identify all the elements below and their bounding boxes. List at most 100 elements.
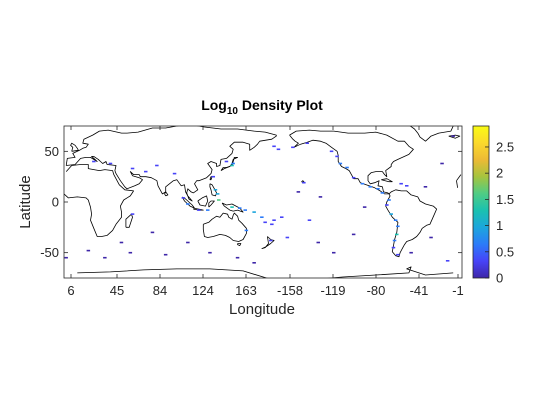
density-cell bbox=[362, 206, 367, 208]
density-cell bbox=[172, 172, 177, 175]
coastline-sulawesi bbox=[208, 200, 215, 208]
density-cell bbox=[224, 160, 229, 163]
density-cell bbox=[269, 239, 273, 242]
x-tick-label: 124 bbox=[192, 283, 214, 298]
coastline-tasmania bbox=[237, 243, 242, 246]
density-cell bbox=[302, 181, 306, 184]
density-cell bbox=[272, 219, 276, 221]
coastline-cuba bbox=[381, 178, 393, 183]
density-cell bbox=[130, 167, 135, 170]
density-cell bbox=[291, 146, 295, 149]
density-cell bbox=[318, 196, 323, 198]
density-cell bbox=[332, 251, 336, 254]
density-cell bbox=[119, 241, 124, 244]
density-cell bbox=[387, 199, 391, 201]
coastline-northamerica bbox=[289, 129, 414, 195]
coastline-srilanka bbox=[164, 191, 169, 197]
density-cell bbox=[252, 262, 256, 264]
x-tick-label: -119 bbox=[320, 283, 345, 298]
coastline-britain bbox=[70, 142, 79, 152]
density-cell bbox=[230, 164, 234, 167]
x-axis-label: Longitude bbox=[229, 301, 295, 318]
density-cell bbox=[368, 186, 372, 188]
x-tick-label: -158 bbox=[277, 283, 303, 298]
colorbar bbox=[472, 125, 490, 279]
density-cell bbox=[186, 241, 190, 244]
density-cell bbox=[423, 186, 428, 188]
x-tick-label: 45 bbox=[110, 283, 124, 298]
colorbar-tick-label: 0 bbox=[496, 271, 503, 286]
coastline-japan bbox=[220, 157, 238, 171]
density-cell bbox=[92, 160, 96, 163]
x-tick-label: -41 bbox=[410, 283, 429, 298]
density-cell bbox=[211, 175, 215, 178]
density-cell bbox=[270, 223, 274, 226]
density-cell bbox=[276, 148, 281, 151]
density-cell bbox=[305, 142, 309, 144]
y-tick-label: -50 bbox=[40, 245, 59, 260]
colorbar-tick-label: 2.5 bbox=[496, 139, 514, 154]
density-cell bbox=[213, 189, 218, 191]
density-cell bbox=[197, 209, 201, 211]
title-main: Log bbox=[201, 97, 227, 113]
x-ticks: 6 45 84 124 163 -158 -119 -80 -41 -1 bbox=[67, 126, 464, 298]
density-cell bbox=[150, 231, 155, 234]
density-cell bbox=[351, 233, 356, 236]
coastline-newguinea bbox=[221, 202, 244, 213]
density-cell bbox=[238, 207, 242, 209]
density-cell bbox=[385, 204, 389, 206]
x-tick-label: -80 bbox=[367, 283, 386, 298]
colorbar-tick-label: 2 bbox=[496, 166, 503, 181]
density-cell bbox=[409, 251, 413, 254]
density-cell bbox=[215, 193, 220, 195]
density-cell bbox=[128, 251, 133, 254]
plot-area bbox=[64, 126, 462, 278]
map-layer bbox=[64, 126, 462, 278]
density-cell bbox=[285, 236, 290, 239]
density-cell bbox=[103, 256, 107, 259]
x-tick-label: 84 bbox=[153, 283, 167, 298]
coastline-africa-1 bbox=[64, 164, 134, 237]
density-cell bbox=[181, 197, 186, 199]
density-cell bbox=[108, 162, 113, 165]
coastline-antarctica-0 bbox=[327, 266, 454, 278]
density-cell bbox=[260, 216, 264, 218]
coastline-australia bbox=[202, 212, 247, 242]
density-cell bbox=[263, 221, 267, 224]
chart-title: Log10 Density Plot bbox=[201, 97, 323, 117]
density-cell bbox=[307, 219, 312, 221]
density-cell bbox=[208, 251, 212, 254]
colorbar-tick-label: 1 bbox=[496, 218, 503, 233]
density-cell bbox=[130, 213, 135, 215]
density-cell bbox=[429, 236, 433, 239]
density-cell bbox=[380, 192, 385, 194]
title-rest: Density Plot bbox=[238, 97, 323, 113]
coastline-eurasia bbox=[65, 126, 277, 202]
coastline-java bbox=[193, 207, 204, 211]
density-cell bbox=[351, 176, 356, 179]
coastline-borneo bbox=[197, 195, 209, 207]
y-tick-label: 50 bbox=[45, 144, 59, 159]
density-cell bbox=[280, 216, 284, 218]
density-cell bbox=[86, 249, 91, 252]
density-cell bbox=[329, 150, 334, 153]
density-cell bbox=[345, 166, 349, 169]
title-subscript: 10 bbox=[227, 106, 239, 117]
coastlines bbox=[64, 126, 462, 278]
density-cell bbox=[272, 145, 276, 148]
density-cell bbox=[217, 199, 221, 201]
y-axis-label: Latitude bbox=[17, 175, 34, 228]
density-cell bbox=[296, 191, 301, 193]
density-cell bbox=[243, 209, 247, 211]
x-tick-label: -1 bbox=[452, 283, 464, 298]
coastline-southamerica bbox=[385, 189, 437, 258]
density-cell bbox=[399, 182, 403, 185]
density-cell bbox=[445, 260, 450, 262]
density-cell bbox=[244, 229, 249, 232]
coastline-africa-0 bbox=[456, 180, 458, 188]
density-cell bbox=[338, 162, 343, 165]
density-cells bbox=[64, 135, 455, 264]
density-cell bbox=[186, 203, 190, 205]
density-cell bbox=[376, 188, 380, 190]
